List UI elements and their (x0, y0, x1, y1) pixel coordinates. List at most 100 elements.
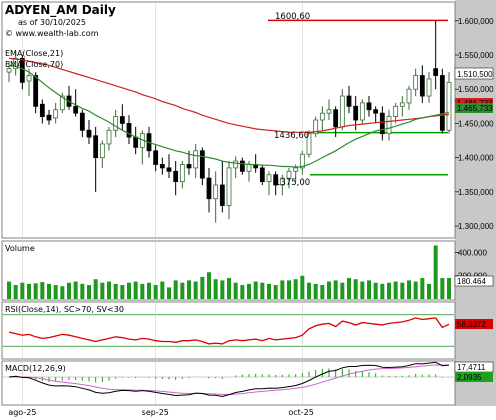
candle-body (99, 143, 105, 159)
candle-body (166, 167, 172, 172)
volume-bar (120, 285, 125, 299)
candle-body (119, 116, 125, 124)
price-axis-bg (455, 0, 496, 406)
candle-body (199, 150, 205, 179)
candle-body (339, 95, 345, 128)
rsi-line (8, 317, 450, 345)
volume-tick-label: 400.000 (458, 248, 487, 257)
volume-bar (87, 285, 91, 299)
volume-bar (367, 280, 371, 299)
volume-bar (260, 282, 265, 299)
x-tick-label: ago-25 (8, 408, 36, 417)
source-credit: © www.wealth-lab.com (5, 29, 99, 38)
signal-last-badge (455, 372, 493, 382)
volume-bar (313, 283, 318, 299)
rsi-last-value: 58,3372 (457, 320, 486, 329)
volume-bar (127, 282, 131, 299)
volume-bar (200, 276, 205, 299)
volume-bar (360, 281, 365, 299)
candle-body (73, 105, 79, 114)
volume-bar (173, 280, 178, 299)
volume-bar (187, 280, 191, 299)
volume-bar (280, 280, 285, 299)
volume-bar (47, 283, 51, 299)
candle-body (153, 150, 159, 165)
candle-body (133, 136, 139, 148)
last-close-badge (454, 67, 494, 80)
candle-body (173, 170, 179, 182)
candle-body (46, 114, 52, 121)
signal-last-value: 2,0935 (457, 373, 482, 382)
candle-body (353, 105, 359, 121)
volume-bar (67, 282, 71, 299)
volume-bar (267, 283, 271, 299)
volume-bar (113, 283, 118, 299)
candle-body (86, 129, 92, 138)
macd-line (8, 361, 450, 398)
volume-bar (273, 285, 278, 299)
candle-body (306, 133, 312, 155)
volume-bar (433, 245, 438, 299)
volume-bar (353, 279, 358, 299)
candle-body (359, 102, 365, 121)
volume-bar (27, 283, 31, 299)
volume-bar (420, 278, 425, 299)
volume-bar (207, 272, 211, 299)
volume-bar (340, 282, 345, 299)
candle-body (313, 119, 319, 135)
candle-body (286, 170, 292, 179)
volume-last-value: 180.464 (457, 277, 486, 286)
candle-body (113, 116, 119, 131)
volume-bar (373, 282, 378, 299)
candle-body (366, 102, 372, 111)
candle-body (233, 160, 239, 169)
volume-bar (100, 282, 105, 299)
support-resistance-layer (268, 19, 448, 176)
macd-layer (3, 361, 454, 398)
volume-bar (80, 283, 85, 299)
volume-bar (133, 281, 138, 299)
candle-body (426, 78, 432, 97)
volume-bar (53, 285, 58, 299)
volume-bar (107, 281, 111, 299)
candle-body (126, 123, 132, 138)
volume-bar (393, 281, 398, 299)
volume-bar (387, 282, 391, 299)
price-tick-label: 1.450,000 (458, 119, 494, 128)
macd-pane (1, 360, 456, 406)
volume-bar (380, 283, 385, 299)
volume-bar (327, 281, 331, 299)
volume-bar (400, 282, 405, 299)
volume-bar (13, 285, 18, 299)
volume-bar (407, 280, 411, 299)
volume-bar (193, 281, 198, 299)
candle-body (226, 167, 232, 206)
macd-pane-title: MACD(12,26,9) (5, 364, 66, 373)
volume-bar (293, 279, 298, 299)
candle-body (386, 116, 392, 135)
candle-body (106, 129, 112, 145)
grid-layer (3, 3, 454, 404)
candle-body (433, 68, 439, 76)
ema21-value: 1.465,733 (457, 104, 493, 113)
mid-level-label: 1436,60 (274, 131, 309, 141)
candle-body (393, 105, 399, 117)
candle-body (266, 174, 272, 182)
volume-bar (180, 282, 185, 299)
volume-bar (147, 282, 151, 299)
candle-body (419, 75, 425, 97)
candle-body (193, 150, 199, 169)
volume-bar (160, 281, 165, 299)
volume-pane-title: Volume (5, 244, 35, 253)
volume-last-badge (454, 275, 494, 287)
volume-bar (60, 286, 65, 299)
volume-bar (247, 283, 251, 299)
candle-body (219, 184, 225, 206)
candle-body (273, 174, 279, 186)
candle-body (299, 153, 305, 169)
candle-body (293, 167, 299, 172)
volume-bar (333, 280, 338, 299)
volume-bar (227, 278, 231, 299)
candle-body (179, 164, 185, 182)
candle-body (6, 68, 12, 73)
